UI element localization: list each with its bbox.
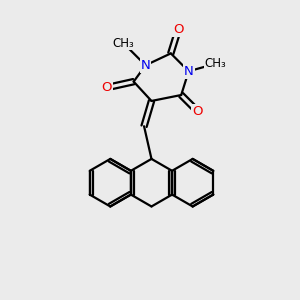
Text: N: N bbox=[184, 65, 194, 78]
Text: O: O bbox=[102, 81, 112, 94]
Text: O: O bbox=[173, 23, 184, 36]
Text: N: N bbox=[141, 59, 150, 72]
Text: O: O bbox=[192, 105, 203, 118]
Text: CH₃: CH₃ bbox=[112, 37, 134, 50]
Text: CH₃: CH₃ bbox=[205, 57, 226, 70]
